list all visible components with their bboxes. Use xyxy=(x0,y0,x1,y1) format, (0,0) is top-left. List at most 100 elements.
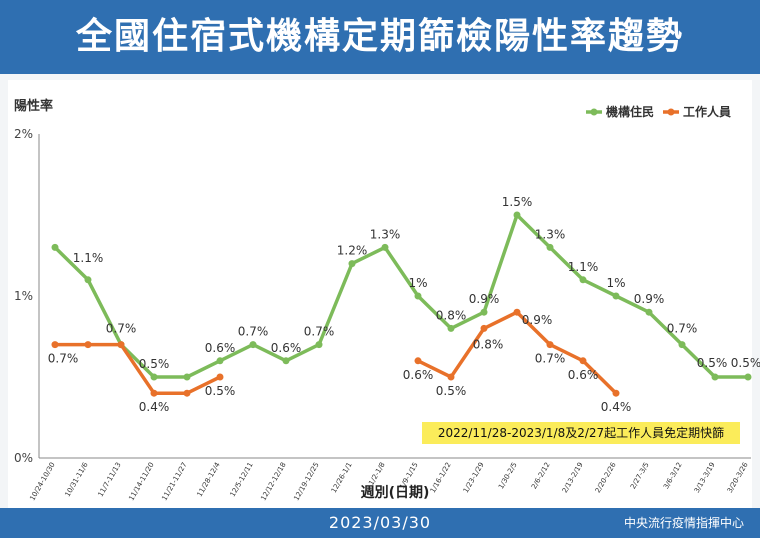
data-label-residents: 0.7% xyxy=(667,322,698,336)
x-tick-label: 2/6-2/12 xyxy=(530,461,552,491)
data-point xyxy=(480,324,488,332)
x-tick-label: 3/13-3/19 xyxy=(693,461,717,494)
data-point xyxy=(282,357,290,365)
data-label-residents: 1.1% xyxy=(568,260,599,274)
y-tick-label: 1% xyxy=(14,289,33,303)
x-tick-label: 11/28-12/4 xyxy=(196,461,222,499)
x-tick-label: 12/26-1/1 xyxy=(330,461,354,494)
data-point xyxy=(513,308,521,316)
data-point xyxy=(381,243,389,251)
data-label-staff: 0.4% xyxy=(601,400,632,414)
data-label-residents: 1.1% xyxy=(73,251,104,265)
data-label-staff: 0.4% xyxy=(139,400,170,414)
data-point xyxy=(579,357,587,365)
data-point xyxy=(84,341,92,349)
x-tick-label: 12/5-12/11 xyxy=(229,461,255,498)
data-point xyxy=(546,243,554,251)
data-point xyxy=(84,276,92,284)
x-tick-label: 11/21-11/27 xyxy=(160,461,188,502)
x-tick-label: 1/23-1/29 xyxy=(462,461,486,494)
data-point xyxy=(249,341,257,349)
data-point xyxy=(183,373,191,381)
data-point xyxy=(447,324,455,332)
x-tick-label: 12/19-12/25 xyxy=(292,461,320,502)
data-label-residents: 1.2% xyxy=(337,244,368,258)
series-line-residents xyxy=(53,213,750,379)
footer-organization: 中央流行疫情指揮中心 xyxy=(623,516,744,530)
data-point xyxy=(678,341,686,349)
x-tick-label: 3/20-3/26 xyxy=(726,461,750,495)
data-point xyxy=(117,341,125,349)
data-label-residents: 0.9% xyxy=(469,292,500,306)
data-label-residents: 1.3% xyxy=(535,227,566,241)
data-point xyxy=(744,373,752,381)
data-label-residents: 1.5% xyxy=(502,195,533,209)
data-point xyxy=(711,373,719,381)
data-label-staff: 0.7% xyxy=(48,352,79,366)
data-label-residents: 0.6% xyxy=(271,341,302,355)
footer-date: 2023/03/30 xyxy=(328,513,432,532)
data-point xyxy=(579,276,587,284)
data-point xyxy=(447,373,455,381)
data-point xyxy=(612,389,620,397)
header-banner: 全國住宿式機構定期篩檢陽性率趨勢 xyxy=(0,0,760,74)
data-label-residents: 1% xyxy=(408,276,427,290)
x-tick-label: 10/24-10/30 xyxy=(28,461,56,502)
x-tick-label: 2/27-3/5 xyxy=(629,461,651,491)
data-label-residents: 0.5% xyxy=(697,356,728,370)
x-tick-label: 2/13-2/19 xyxy=(561,461,585,494)
footer-banner: 2023/03/30 中央流行疫情指揮中心 xyxy=(0,508,760,538)
x-tick-label: 11/7-11/13 xyxy=(97,461,123,498)
x-tick-label: 3/6-3/12 xyxy=(662,461,684,491)
data-label-staff: 0.5% xyxy=(205,384,236,398)
data-label-residents: 0.5% xyxy=(139,357,170,371)
data-label-residents: 0.5% xyxy=(731,356,760,370)
data-point xyxy=(150,389,158,397)
data-label-staff: 0.6% xyxy=(403,368,434,382)
y-axis-label: 陽性率 xyxy=(14,98,53,114)
data-point xyxy=(51,243,59,251)
x-tick-label: 1/2-1/8 xyxy=(367,461,386,487)
data-point xyxy=(513,211,521,219)
data-point xyxy=(315,341,323,349)
y-tick-label: 0% xyxy=(14,451,33,465)
legend-marker xyxy=(667,108,675,116)
data-label-residents: 0.9% xyxy=(634,292,665,306)
data-point xyxy=(183,389,191,397)
x-tick-label: 10/31-11/6 xyxy=(64,461,90,499)
data-point xyxy=(216,373,224,381)
data-label-residents: 0.7% xyxy=(106,322,137,336)
data-label-residents: 0.7% xyxy=(238,325,269,339)
data-label-residents: 0.8% xyxy=(436,308,467,322)
x-axis-label: 週別(日期) xyxy=(361,485,430,501)
y-tick-label: 2% xyxy=(14,127,33,141)
data-point xyxy=(150,373,158,381)
x-tick-label: 11/14-11/20 xyxy=(127,461,155,502)
data-label-staff: 0.5% xyxy=(436,384,467,398)
data-point xyxy=(414,292,422,300)
data-label-residents: 1.3% xyxy=(370,227,401,241)
x-tick-label: 1/16-1/22 xyxy=(429,461,453,494)
data-label-residents: 1% xyxy=(606,276,625,290)
x-tick-label: 12/12-12/18 xyxy=(259,461,287,502)
data-point xyxy=(480,308,488,316)
chart-title: 全國住宿式機構定期篩檢陽性率趨勢 xyxy=(75,16,684,57)
x-tick-label: 2/20-2/26 xyxy=(594,461,618,495)
data-point xyxy=(348,260,356,268)
note-text: 2022/11/28-2023/1/8及2/27起工作人員免定期快篩 xyxy=(438,425,724,440)
data-point xyxy=(216,357,224,365)
note-box xyxy=(422,422,740,444)
legend-marker xyxy=(590,108,598,116)
data-label-residents: 0.7% xyxy=(304,325,335,339)
data-label-staff: 0.7% xyxy=(535,352,566,366)
x-tick-label: 1/30-2/5 xyxy=(497,461,519,491)
data-label-staff: 0.9% xyxy=(522,313,553,327)
legend-label-residents: 機構住民 xyxy=(606,104,654,119)
data-point xyxy=(51,341,59,349)
data-point xyxy=(546,341,554,349)
data-point xyxy=(414,357,422,365)
data-point xyxy=(645,308,653,316)
legend-label-staff: 工作人員 xyxy=(683,104,731,119)
